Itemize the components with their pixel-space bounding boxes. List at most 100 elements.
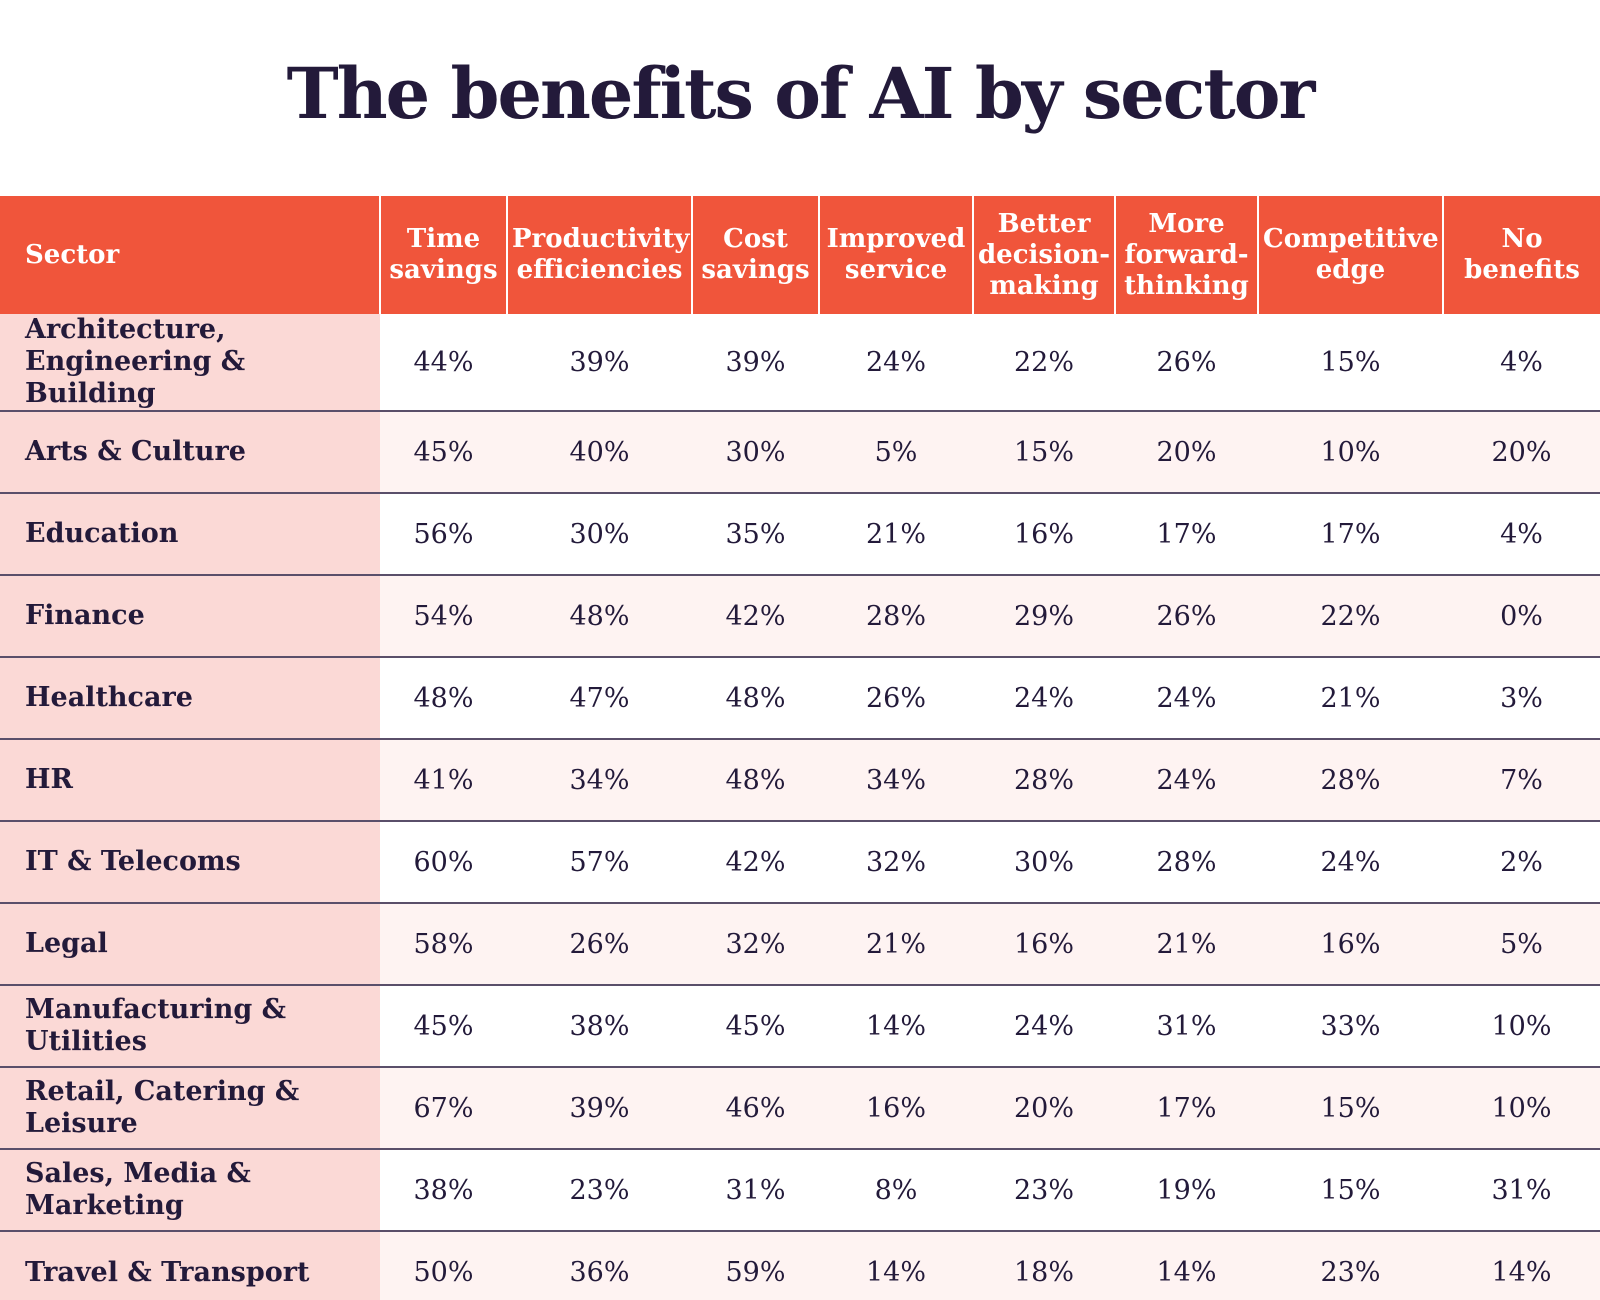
value-cell: 36% (507, 1231, 692, 1300)
value-cell: 24% (973, 985, 1115, 1068)
value-cell: 48% (692, 657, 819, 740)
value-cell: 38% (380, 1149, 507, 1232)
value-cell: 50% (380, 1231, 507, 1300)
value-cell: 0% (1443, 575, 1600, 658)
value-cell: 41% (380, 739, 507, 822)
value-cell: 17% (1115, 493, 1258, 576)
value-cell: 48% (380, 657, 507, 740)
sector-cell: HR (0, 739, 380, 822)
value-cell: 21% (819, 903, 973, 986)
sector-cell: Retail, Catering & Leisure (0, 1067, 380, 1150)
column-header-line: forward- (1124, 239, 1249, 270)
table-body: Architecture, Engineering & Building 44% 3… (0, 314, 1600, 1300)
value-cell: 33% (1258, 985, 1443, 1068)
benefits-table: Sector Time savings Productivity efficiencie… (0, 196, 1600, 1300)
page-title: The benefits of AI by sector (286, 52, 1316, 135)
column-header-sector: Sector (0, 196, 381, 314)
value-cell: 39% (507, 314, 692, 412)
value-cell: 17% (1115, 1067, 1258, 1150)
value-cell: 32% (819, 821, 973, 904)
value-cell: 24% (973, 657, 1115, 740)
value-cell: 32% (692, 903, 819, 986)
value-cell: 15% (1258, 314, 1443, 412)
value-cell: 23% (507, 1149, 692, 1232)
value-cell: 26% (1115, 575, 1258, 658)
column-header-line: More (1148, 208, 1225, 239)
value-cell: 22% (973, 314, 1115, 412)
value-cell: 56% (380, 493, 507, 576)
column-header: Better decision-making (973, 196, 1116, 314)
sector-cell: IT & Telecoms (0, 821, 380, 904)
table-row: Retail, Catering & Leisure 67% 39% 46% 16% 20… (0, 1067, 1600, 1150)
value-cell: 34% (507, 739, 692, 822)
value-cell: 58% (380, 903, 507, 986)
sector-cell: Architecture, Engineering & Building (0, 314, 380, 412)
value-cell: 60% (380, 821, 507, 904)
value-cell: 15% (973, 411, 1115, 494)
sector-cell: Legal (0, 903, 380, 986)
value-cell: 47% (507, 657, 692, 740)
value-cell: 16% (819, 1067, 973, 1150)
value-cell: 46% (692, 1067, 819, 1150)
value-cell: 31% (1115, 985, 1258, 1068)
value-cell: 14% (819, 1231, 973, 1300)
table-row: Finance 54% 48% 42% 28% 29% 26% 22% 0% (0, 575, 1600, 658)
value-cell: 48% (507, 575, 692, 658)
value-cell: 14% (1443, 1231, 1600, 1300)
value-cell: 24% (1115, 657, 1258, 740)
sector-cell: Manufacturing & Utilities (0, 985, 380, 1068)
column-header-line: Sector (25, 239, 120, 270)
value-cell: 10% (1258, 411, 1443, 494)
column-header: Time savings (380, 196, 508, 314)
value-cell: 10% (1443, 985, 1600, 1068)
value-cell: 20% (1443, 411, 1600, 494)
column-header-line: making (989, 270, 1099, 301)
value-cell: 26% (819, 657, 973, 740)
value-cell: 21% (1115, 903, 1258, 986)
value-cell: 16% (973, 493, 1115, 576)
value-cell: 3% (1443, 657, 1600, 740)
column-header-line: savings (389, 255, 498, 285)
column-header: No benefits (1443, 196, 1600, 314)
value-cell: 15% (1258, 1067, 1443, 1150)
table-row: Arts & Culture 45% 40% 30% 5% 15% 20% 10% 20% (0, 411, 1600, 494)
value-cell: 23% (973, 1149, 1115, 1232)
value-cell: 59% (692, 1231, 819, 1300)
table-row: IT & Telecoms 60% 57% 42% 32% 30% 28% 24% 2% (0, 821, 1600, 904)
column-header-line: No (1501, 224, 1543, 254)
table-row: Legal 58% 26% 32% 21% 16% 21% 16% 5% (0, 903, 1600, 986)
value-cell: 44% (380, 314, 507, 412)
sector-cell: Arts & Culture (0, 411, 380, 494)
value-cell: 16% (1258, 903, 1443, 986)
value-cell: 21% (819, 493, 973, 576)
value-cell: 28% (1258, 739, 1443, 822)
column-header-line: Improved (826, 224, 966, 254)
value-cell: 19% (1115, 1149, 1258, 1232)
value-cell: 20% (1115, 411, 1258, 494)
value-cell: 28% (1115, 821, 1258, 904)
value-cell: 4% (1443, 314, 1600, 412)
value-cell: 45% (380, 985, 507, 1068)
value-cell: 30% (507, 493, 692, 576)
value-cell: 5% (819, 411, 973, 494)
value-cell: 22% (1258, 575, 1443, 658)
value-cell: 10% (1443, 1067, 1600, 1150)
value-cell: 20% (973, 1067, 1115, 1150)
sector-cell: Travel & Transport (0, 1231, 380, 1300)
value-cell: 5% (1443, 903, 1600, 986)
value-cell: 26% (1115, 314, 1258, 412)
column-header-line: Time (406, 224, 481, 254)
column-header-line: Competitive (1263, 224, 1439, 254)
value-cell: 8% (819, 1149, 973, 1232)
column-header-line: edge (1315, 255, 1386, 285)
value-cell: 30% (692, 411, 819, 494)
value-cell: 24% (1115, 739, 1258, 822)
value-cell: 57% (507, 821, 692, 904)
value-cell: 21% (1258, 657, 1443, 740)
value-cell: 18% (973, 1231, 1115, 1300)
table-header-row: Sector Time savings Productivity efficiencie… (0, 196, 1600, 314)
value-cell: 48% (692, 739, 819, 822)
column-header-line: thinking (1124, 270, 1249, 301)
column-header-line: benefits (1464, 255, 1580, 285)
column-header-line: Better (997, 208, 1091, 239)
